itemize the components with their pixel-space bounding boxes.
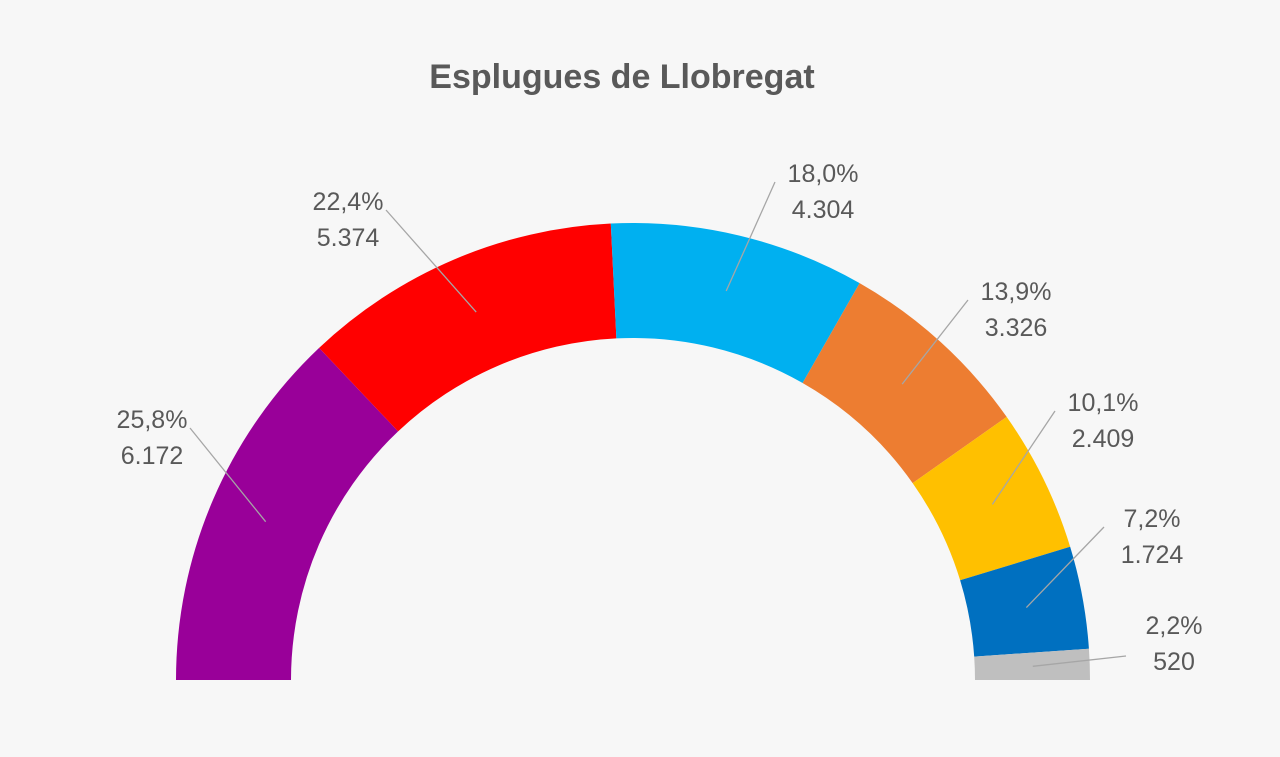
leader-lines (189, 181, 1127, 667)
percent-label-1: 25,8% (117, 406, 188, 434)
leader-line-6 (1025, 526, 1105, 608)
leader-line-5 (991, 410, 1056, 505)
value-label-4: 3.326 (985, 314, 1048, 342)
leader-line-4 (901, 299, 969, 385)
percent-label-2: 22,4% (313, 188, 384, 216)
chart-title: Esplugues de Llobregat (429, 58, 814, 96)
leader-line-7 (1032, 655, 1127, 667)
donut-segments (176, 223, 1090, 680)
value-label-3: 4.304 (792, 196, 855, 224)
value-label-6: 1.724 (1121, 541, 1184, 569)
donut-segment-7 (974, 648, 1090, 680)
donut-segment-5 (912, 416, 1071, 581)
value-label-1: 6.172 (121, 442, 184, 470)
donut-segment-3 (610, 223, 860, 384)
percent-label-4: 13,9% (981, 278, 1052, 306)
donut-segment-4 (802, 283, 1007, 484)
leader-line-1 (189, 427, 267, 523)
leader-line-2 (385, 209, 477, 313)
percent-label-5: 10,1% (1068, 389, 1139, 417)
donut-segment-1 (176, 347, 399, 680)
percent-label-3: 18,0% (788, 160, 859, 188)
data-labels: 25,8% 6.172 22,4% 5.374 18,0% 4.304 13,9% 3.326… (117, 160, 1203, 676)
percent-label-7: 2,2% (1146, 612, 1203, 640)
value-label-5: 2.409 (1072, 425, 1135, 453)
leader-line-3 (725, 181, 776, 292)
value-label-2: 5.374 (317, 224, 380, 252)
donut-segment-2 (319, 223, 617, 432)
percent-label-6: 7,2% (1124, 505, 1181, 533)
donut-segment-6 (960, 546, 1089, 657)
value-label-7: 520 (1153, 648, 1195, 676)
